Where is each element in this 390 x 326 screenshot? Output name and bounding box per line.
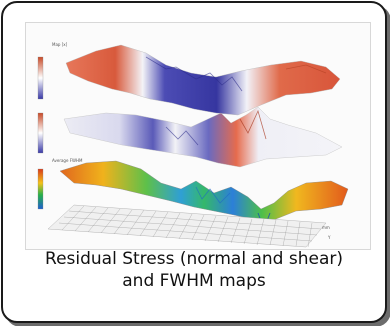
colorbar-map1: Map [x] [37, 42, 68, 100]
surface-map-1 [65, 44, 341, 116]
svg-text:Y: Y [327, 235, 331, 240]
grid-floor [47, 204, 327, 248]
figure-caption: Residual Stress (normal and shear) and F… [3, 248, 385, 292]
stress-maps-illustration: Map [x] Average FWHM [37, 42, 349, 248]
map1-label: Map [x] [52, 42, 68, 47]
surface-map-3-fwhm [59, 160, 349, 230]
caption-line-1: Residual Stress (normal and shear) [45, 249, 343, 269]
figure-card: Map [x] Average FWHM [1, 1, 387, 323]
stress-maps-figure: Map [x] Average FWHM [25, 22, 371, 250]
svg-text:mm: mm [322, 225, 330, 230]
colorbar-map3: Average FWHM [37, 158, 83, 210]
colorbar-map2 [37, 112, 44, 154]
caption-line-2: and FWHM maps [122, 271, 266, 291]
map3-label: Average FWHM [52, 158, 83, 163]
surface-map-2 [63, 106, 343, 168]
